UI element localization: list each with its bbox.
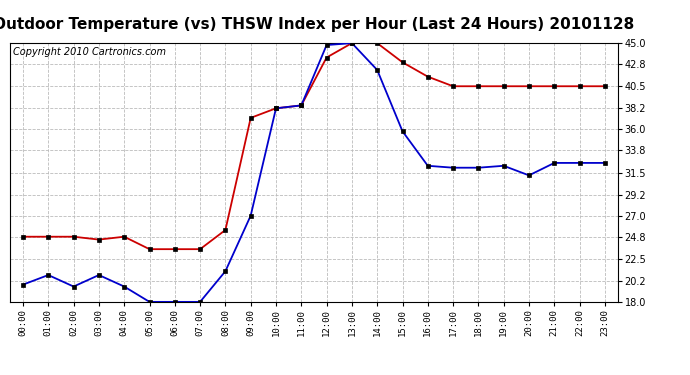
Text: Copyright 2010 Cartronics.com: Copyright 2010 Cartronics.com [13,47,166,57]
Text: Outdoor Temperature (vs) THSW Index per Hour (Last 24 Hours) 20101128: Outdoor Temperature (vs) THSW Index per … [0,17,635,32]
